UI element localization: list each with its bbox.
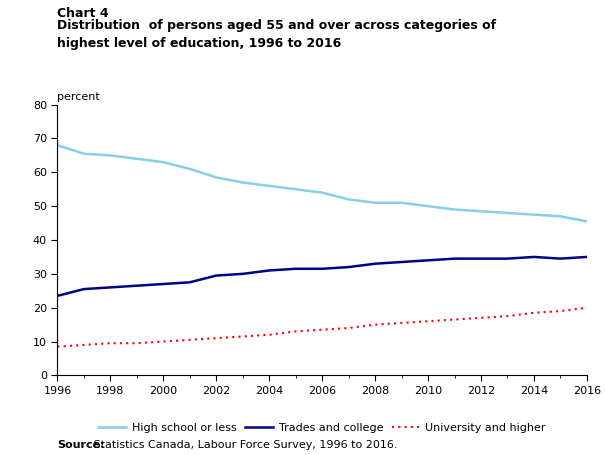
Text: Statistics Canada, Labour Force Survey, 1996 to 2016.: Statistics Canada, Labour Force Survey, … bbox=[90, 440, 397, 450]
Text: percent: percent bbox=[57, 92, 100, 102]
Text: Source:: Source: bbox=[57, 440, 105, 450]
Text: Chart 4: Chart 4 bbox=[57, 7, 109, 20]
Legend: High school or less, Trades and college, University and higher: High school or less, Trades and college,… bbox=[94, 419, 551, 438]
Text: Distribution  of persons aged 55 and over across categories of
highest level of : Distribution of persons aged 55 and over… bbox=[57, 19, 497, 50]
